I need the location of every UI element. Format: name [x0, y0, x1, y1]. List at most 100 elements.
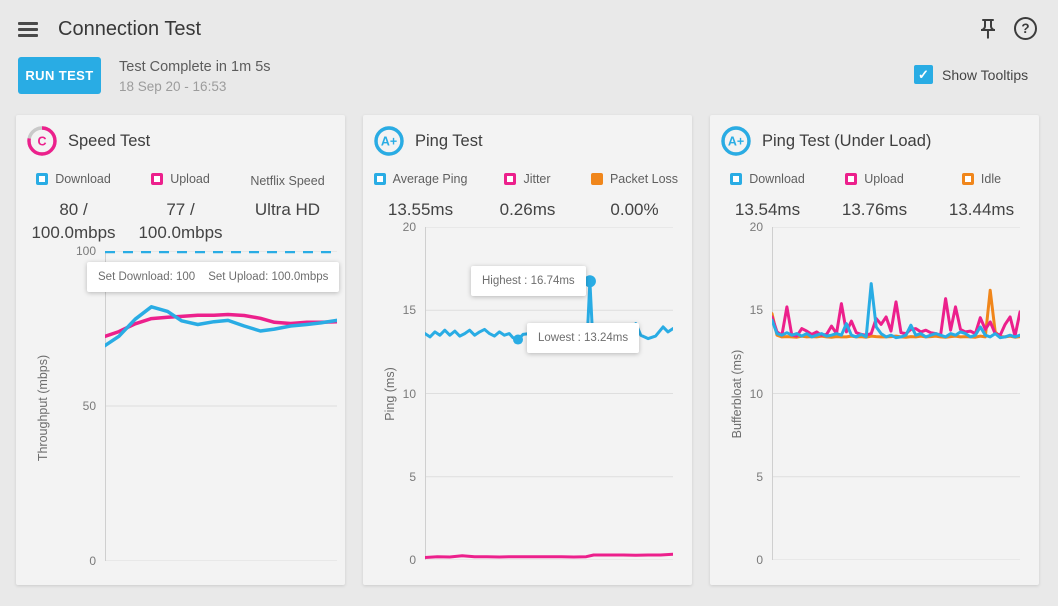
legend-label: Download [55, 172, 111, 186]
page-title: Connection Test [58, 18, 202, 40]
y-tick: 5 [409, 469, 416, 484]
series-upload [770, 297, 1022, 338]
grade-badge: C [26, 125, 58, 157]
tooltip-set-download: Set Download: 100 [98, 271, 196, 283]
speed-test-card: C Speed Test Download 80 / 100.0mbps Uplo… [16, 115, 345, 585]
packet-loss-swatch-icon [590, 173, 603, 185]
legend-item-average-ping: Average Ping 13.55ms [367, 172, 474, 221]
legend-label: Average Ping [392, 172, 468, 186]
ping-under-load-card: A+ Ping Test (Under Load) Download 13.54… [710, 115, 1039, 585]
y-tick: 5 [756, 469, 763, 484]
highest-ping-tooltip: Highest : 16.74ms [471, 266, 586, 296]
marker-dot [513, 334, 523, 345]
show-tooltips-toggle[interactable]: Show Tooltips [914, 65, 1028, 84]
legend-item-packet-loss: Packet Loss 0.00% [581, 172, 688, 221]
y-tick: 15 [402, 303, 416, 318]
y-axis-ticks: 0 50 100 [16, 244, 96, 568]
y-tick: 20 [402, 220, 416, 234]
series-download [103, 305, 339, 348]
legend: Download 80 / 100.0mbps Upload 77 / 100.0m… [20, 172, 341, 244]
legend-value: 13.44ms [948, 200, 1015, 219]
legend-value: 0.00% [610, 200, 659, 219]
grade-badge: A+ [720, 125, 752, 157]
ping-test-card: A+ Ping Test Average Ping 13.55ms Jitter… [363, 115, 692, 585]
chart-canvas [770, 226, 1022, 561]
legend-item-upload: Upload 13.76ms [821, 172, 928, 221]
upload-swatch-icon [151, 173, 164, 185]
legend-value: 13.76ms [841, 200, 908, 219]
series-jitter [423, 552, 675, 559]
legend-value: 13.54ms [734, 200, 801, 219]
legend-value: 0.26ms [499, 200, 556, 219]
grade-ring-arc [721, 126, 751, 156]
y-tick: 0 [89, 554, 96, 568]
y-tick: 15 [749, 303, 763, 318]
upload-swatch-icon [845, 173, 858, 185]
grade-ring-arc [27, 126, 57, 156]
help-icon[interactable] [1014, 17, 1037, 40]
legend-item-download: Download 80 / 100.0mbps [20, 172, 127, 244]
run-test-button[interactable]: RUN TEST [18, 57, 101, 94]
legend-label: Netflix Speed [250, 174, 325, 188]
legend-label: Download [749, 172, 805, 186]
legend-item-upload: Upload 77 / 100.0mbps [127, 172, 234, 244]
cards-row: C Speed Test Download 80 / 100.0mbps Uplo… [16, 115, 1039, 585]
legend-value2: 100.0mbps [138, 223, 223, 242]
legend-value: 13.55ms [387, 200, 454, 219]
legend-item-download: Download 13.54ms [714, 172, 821, 221]
legend-item-jitter: Jitter 0.26ms [474, 172, 581, 221]
legend-item-netflix: Netflix Speed Ultra HD [234, 172, 341, 244]
download-swatch-icon [730, 173, 743, 185]
grade-badge: A+ [373, 125, 405, 157]
legend-item-idle: Idle 13.44ms [928, 172, 1035, 221]
y-tick: 10 [402, 386, 416, 401]
legend-label: Upload [170, 172, 210, 186]
y-axis-ticks: 0 5 10 15 20 [710, 220, 763, 567]
legend-label: Idle [980, 172, 1002, 186]
series-download [770, 282, 1022, 340]
download-swatch-icon [36, 173, 49, 185]
ping-under-load-chart [770, 226, 1022, 565]
y-tick: 10 [749, 386, 763, 401]
y-tick: 50 [82, 399, 96, 413]
marker-dot [583, 275, 596, 288]
status-timestamp: 18 Sep 20 - 16:53 [119, 79, 227, 94]
checkbox-checked-icon[interactable] [914, 65, 933, 84]
tooltip-set-upload: Set Upload: 100.0mbps [208, 271, 329, 283]
y-tick: 20 [749, 220, 763, 234]
pin-icon[interactable] [976, 17, 1000, 41]
idle-swatch-icon [961, 173, 974, 185]
legend: Average Ping 13.55ms Jitter 0.26ms Packe… [367, 172, 688, 221]
show-tooltips-label[interactable]: Show Tooltips [942, 66, 1029, 83]
legend-label: Jitter [523, 172, 551, 186]
jitter-swatch-icon [504, 173, 517, 185]
legend-value2: 100.0mbps [31, 223, 116, 242]
grade-ring-arc [374, 126, 404, 156]
grade-letter: C [37, 135, 46, 149]
y-axis-ticks: 0 5 10 15 20 [363, 220, 416, 567]
grade-letter: A+ [728, 135, 744, 149]
chart-canvas [103, 248, 339, 562]
status-text: Test Complete in 1m 5s [119, 59, 271, 75]
set-limits-tooltip: Set Download: 100 Set Upload: 100.0mbps [87, 262, 340, 292]
legend-value: 77 / [166, 200, 195, 219]
speed-test-chart [103, 248, 339, 566]
legend-label: Packet Loss [609, 172, 679, 186]
card-title: Ping Test [415, 132, 483, 150]
menu-icon[interactable] [18, 22, 38, 37]
grade-letter: A+ [381, 135, 397, 149]
y-tick: 0 [409, 553, 416, 567]
test-status: Test Complete in 1m 5s 18 Sep 20 - 16:53 [119, 59, 271, 94]
average-ping-swatch-icon [373, 173, 386, 185]
legend-value: Ultra HD [254, 200, 321, 219]
card-title: Speed Test [68, 132, 151, 150]
series-upload [103, 312, 339, 339]
legend: Download 13.54ms Upload 13.76ms Idle 13.… [714, 172, 1035, 221]
legend-value: 80 / [59, 200, 88, 219]
legend-label: Upload [864, 172, 904, 186]
y-tick: 100 [75, 244, 96, 258]
y-tick: 0 [756, 553, 763, 567]
lowest-ping-tooltip: Lowest : 13.24ms [527, 323, 640, 353]
card-title: Ping Test (Under Load) [762, 132, 932, 150]
